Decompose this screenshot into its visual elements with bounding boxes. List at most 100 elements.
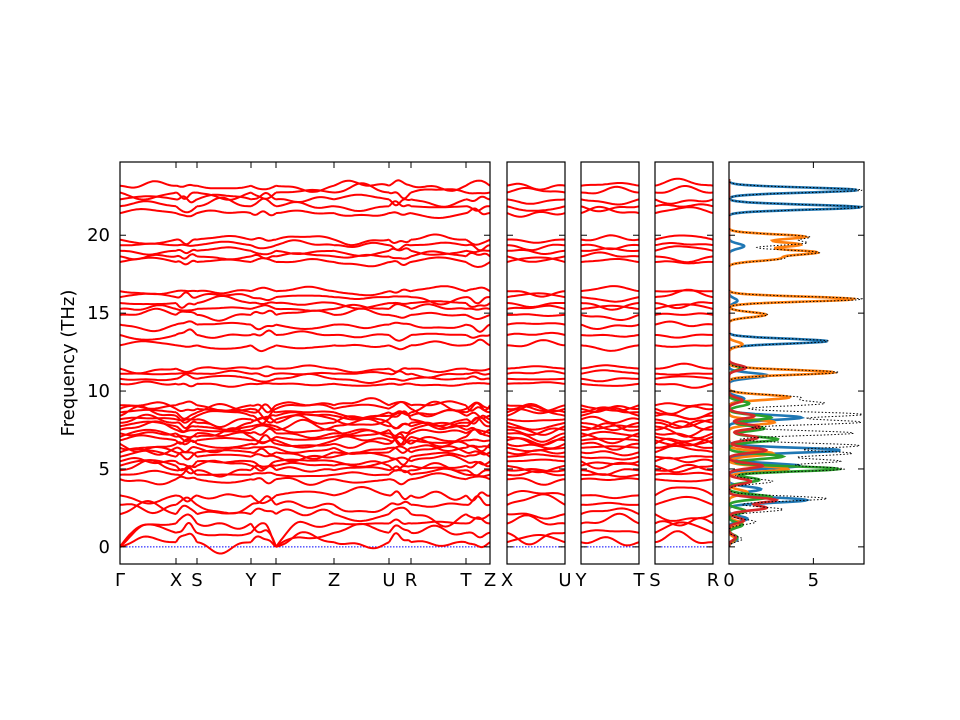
band-branch: [581, 473, 639, 478]
band-branch: [655, 463, 713, 472]
band-branch: [120, 513, 490, 548]
band-branch: [581, 182, 639, 187]
x-tick-label: Γ: [115, 570, 125, 591]
y-tick-label: 5: [99, 459, 110, 480]
band-branch: [581, 251, 639, 258]
band-branch: [581, 415, 639, 424]
panel-frame: [119, 161, 491, 565]
panel-1: [120, 179, 490, 555]
band-branch: [655, 242, 713, 247]
band-branch: [581, 477, 639, 481]
band-branch: [120, 444, 490, 456]
band-branch: [655, 521, 713, 534]
band-branch: [655, 255, 713, 264]
band-branch: [655, 312, 713, 316]
band-branch: [581, 404, 639, 412]
dos-x-tick-label: 5: [808, 570, 819, 591]
band-branch: [655, 486, 713, 497]
band-branch: [655, 517, 713, 527]
band-branch: [581, 512, 639, 525]
band-branch: [581, 377, 639, 383]
band-branch: [507, 365, 565, 370]
band-branch: [507, 490, 565, 497]
band-branch: [655, 234, 713, 241]
band-branch: [120, 485, 490, 505]
band-branch: [655, 245, 713, 252]
band-branch: [120, 338, 490, 353]
band-branch: [507, 418, 565, 423]
x-tick-label: X: [501, 570, 513, 591]
band-branch: [581, 344, 639, 352]
band-branch: [581, 333, 639, 338]
band-branch: [655, 411, 713, 420]
band-branch: [507, 458, 565, 463]
band-branch: [655, 185, 713, 194]
band-branch: [120, 397, 490, 414]
dos-panel: [729, 179, 864, 547]
band-branch: [581, 424, 639, 430]
band-branch: [507, 381, 565, 385]
band-branch: [507, 432, 565, 443]
band-branch: [581, 455, 639, 461]
band-branch: [120, 454, 490, 470]
band-branch: [655, 478, 713, 483]
band-branch: [120, 380, 490, 388]
dos-x-tick-label: 0: [723, 570, 734, 591]
x-tick-label: X: [170, 570, 182, 591]
band-branch: [655, 177, 713, 187]
y-axis-label: Frequency (THz): [58, 290, 79, 437]
band-branch: [507, 493, 565, 506]
band-branch: [507, 425, 565, 436]
band-branch: [655, 464, 713, 474]
band-branch: [507, 377, 565, 381]
x-tick-label: Z: [328, 570, 340, 591]
band-branch: [655, 362, 713, 370]
band-branch: [655, 203, 713, 208]
band-branch: [507, 255, 565, 263]
band-branch: [655, 289, 713, 293]
band-branch: [507, 249, 565, 255]
band-branch: [507, 531, 565, 546]
band-branch: [655, 441, 713, 449]
band-branch: [120, 179, 490, 193]
band-branch: [507, 370, 565, 375]
band-branch: [581, 323, 639, 331]
band-branch: [507, 210, 565, 218]
band-branch: [581, 437, 639, 442]
x-tick-label: U: [382, 570, 395, 591]
band-branch: [655, 455, 713, 460]
dos-series-line: [729, 179, 858, 547]
band-branch: [581, 296, 639, 303]
band-branch: [655, 301, 713, 310]
x-tick-label: Z: [484, 570, 496, 591]
band-branch: [581, 450, 639, 457]
band-branch: [120, 320, 490, 333]
band-branch: [655, 435, 713, 447]
x-tick-label: Y: [245, 570, 258, 591]
band-branch: [581, 507, 639, 516]
band-branch: [581, 382, 639, 387]
band-branch: [581, 529, 639, 534]
band-branch: [655, 425, 713, 438]
band-branch: [581, 460, 639, 470]
band-branch: [581, 369, 639, 375]
band-branch: [655, 513, 713, 522]
band-branch: [120, 239, 490, 252]
panel-frame: [580, 161, 640, 565]
y-tick-label: 0: [99, 537, 110, 558]
band-branch: [507, 292, 565, 299]
band-branch: [655, 530, 713, 544]
band-branch: [655, 382, 713, 389]
band-branch: [655, 495, 713, 506]
band-branch: [120, 246, 490, 257]
band-branch: [655, 372, 713, 376]
band-branch: [507, 198, 565, 205]
band-branch: [655, 333, 713, 339]
y-tick-label: 20: [87, 225, 110, 246]
band-branch: [655, 375, 713, 380]
x-tick-label: S: [649, 570, 660, 591]
band-branch: [120, 372, 490, 384]
band-branch: [581, 257, 639, 263]
band-branch: [507, 464, 565, 474]
